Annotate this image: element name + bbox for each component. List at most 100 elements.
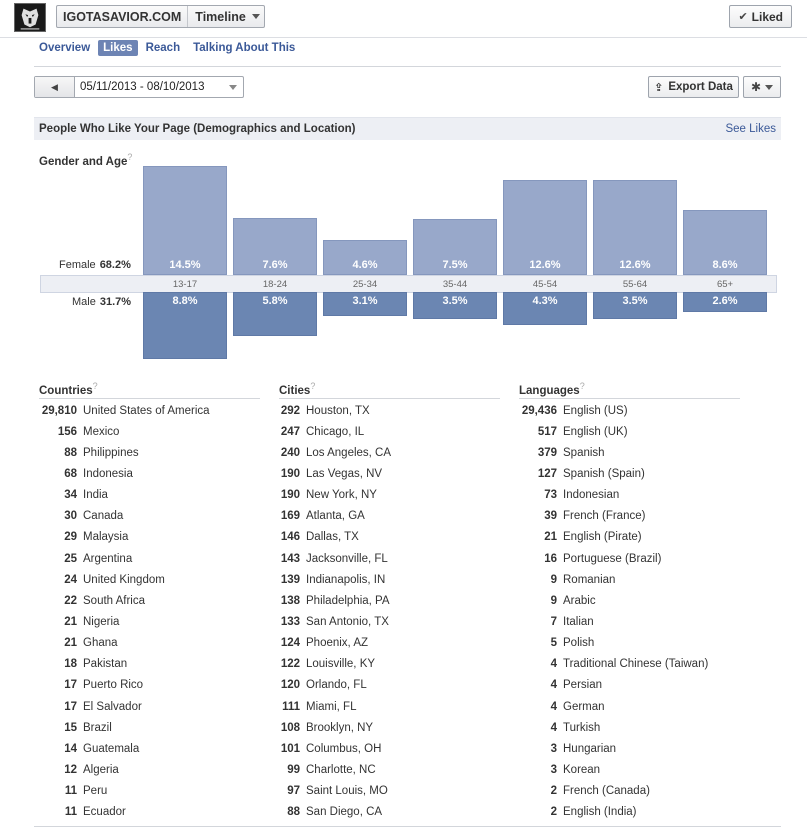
country-name: United States of America: [83, 404, 210, 417]
country-name: Canada: [83, 510, 124, 523]
language-row: 517 English (UK): [519, 421, 708, 442]
language-name: Romanian: [563, 573, 616, 586]
city-count: 120: [280, 679, 300, 692]
female-bar[interactable]: [593, 180, 677, 275]
country-count: 11: [64, 785, 77, 798]
city-count: 143: [280, 552, 300, 565]
language-count: 9: [550, 573, 557, 586]
language-row: 3 Hungarian: [519, 738, 708, 759]
city-row: 124 Phoenix, AZ: [279, 633, 391, 654]
help-icon[interactable]: ?: [92, 381, 98, 391]
city-count: 240: [280, 446, 300, 459]
countries-heading: Countries?: [39, 381, 98, 397]
city-count: 169: [280, 510, 300, 523]
settings-button[interactable]: ✱: [743, 76, 781, 98]
help-icon[interactable]: ?: [310, 381, 316, 391]
city-name: Miami, FL: [306, 700, 357, 713]
male-bar[interactable]: [323, 292, 407, 316]
male-bar[interactable]: [413, 292, 497, 319]
language-name: Persian: [563, 679, 602, 692]
language-count: 127: [537, 467, 557, 480]
city-row: 133 San Antonio, TX: [279, 611, 391, 632]
check-icon: ✔: [738, 11, 748, 23]
male-bar[interactable]: [143, 292, 227, 359]
language-name: French (France): [563, 510, 646, 523]
language-count: 7: [550, 615, 557, 628]
country-name: Ghana: [83, 637, 118, 650]
female-bar[interactable]: [323, 240, 407, 275]
city-count: 97: [287, 785, 300, 798]
city-count: 108: [280, 721, 300, 734]
country-name: Malaysia: [83, 531, 129, 544]
country-row: 17 Puerto Rico: [39, 675, 210, 696]
female-bar[interactable]: [143, 166, 227, 275]
female-value-label: 7.6%: [262, 259, 288, 271]
country-name: South Africa: [83, 594, 146, 607]
country-count: 17: [64, 700, 77, 713]
male-value-label: 3.1%: [352, 295, 378, 307]
city-row: 169 Atlanta, GA: [279, 506, 391, 527]
view-selector[interactable]: Timeline: [188, 10, 263, 24]
female-bar[interactable]: [233, 217, 317, 275]
country-name: Indonesia: [83, 467, 133, 480]
export-data-button[interactable]: ⇪ Export Data: [648, 76, 739, 98]
country-count: 17: [64, 679, 77, 692]
male-value-label: 8.8%: [172, 295, 198, 307]
city-count: 111: [282, 700, 300, 713]
language-count: 4: [550, 679, 557, 692]
country-name: India: [83, 489, 108, 502]
language-name: English (US): [563, 404, 628, 417]
page-switcher[interactable]: IGOTASAVIOR.COM Timeline: [56, 5, 265, 28]
male-bar[interactable]: [503, 292, 587, 325]
city-count: 190: [280, 489, 300, 502]
language-row: 2 French (Canada): [519, 781, 708, 802]
language-row: 21 English (Pirate): [519, 527, 708, 548]
liked-button[interactable]: ✔ Liked: [729, 5, 792, 28]
city-row: 247 Chicago, IL: [279, 421, 391, 442]
country-count: 25: [64, 552, 77, 565]
date-range-select[interactable]: 05/11/2013 - 08/10/2013: [75, 77, 243, 97]
female-bar[interactable]: [503, 180, 587, 275]
male-series-name: Male: [72, 296, 96, 308]
page-logo[interactable]: [14, 3, 46, 32]
help-icon[interactable]: ?: [127, 152, 133, 162]
age-axis-strip: [40, 275, 777, 293]
divider: [39, 398, 260, 399]
country-name: Mexico: [83, 425, 120, 438]
male-label: Male 31.7%: [72, 296, 131, 308]
country-count: 21: [64, 637, 77, 650]
help-icon[interactable]: ?: [579, 381, 585, 391]
page-name[interactable]: IGOTASAVIOR.COM: [57, 6, 189, 27]
female-bar[interactable]: [683, 210, 767, 275]
previous-period-button[interactable]: ◀: [35, 77, 75, 97]
tab-talking-about-this[interactable]: Talking About This: [193, 42, 296, 54]
country-row: 24 United Kingdom: [39, 569, 210, 590]
tab-reach[interactable]: Reach: [145, 42, 181, 54]
age-tick-label: 13-17: [172, 279, 198, 290]
city-row: 99 Charlotte, NC: [279, 759, 391, 780]
male-bar[interactable]: [233, 292, 317, 337]
city-count: 247: [280, 425, 300, 438]
country-row: 25 Argentina: [39, 548, 210, 569]
city-name: Louisville, KY: [306, 658, 376, 671]
language-name: German: [563, 700, 605, 713]
country-row: 29 Malaysia: [39, 527, 210, 548]
city-row: 111 Miami, FL: [279, 696, 391, 717]
city-name: Phoenix, AZ: [306, 637, 369, 650]
male-bar[interactable]: [683, 292, 767, 312]
see-likes-link[interactable]: See Likes: [725, 123, 776, 135]
language-count: 4: [550, 721, 557, 734]
language-row: 5 Polish: [519, 633, 708, 654]
country-count: 22: [64, 594, 77, 607]
tab-likes[interactable]: Likes: [98, 40, 138, 56]
country-row: 34 India: [39, 485, 210, 506]
country-count: 88: [64, 446, 77, 459]
male-bar[interactable]: [593, 292, 677, 319]
female-value-label: 7.5%: [442, 259, 468, 271]
language-count: 3: [550, 763, 557, 776]
language-name: English (India): [563, 806, 637, 819]
country-name: Guatemala: [83, 742, 140, 755]
female-bar[interactable]: [413, 218, 497, 275]
tab-overview[interactable]: Overview: [39, 42, 91, 54]
city-name: Indianapolis, IN: [306, 573, 386, 586]
